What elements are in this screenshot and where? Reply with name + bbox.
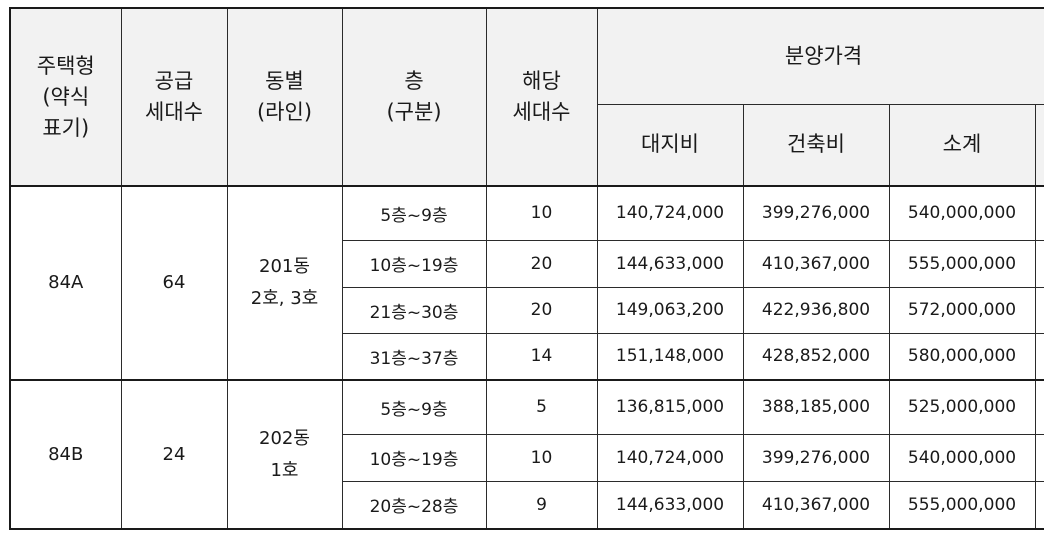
header-cut-column bbox=[1034, 103, 1044, 187]
units-cell: 9 bbox=[485, 480, 598, 530]
units-cell: 20 bbox=[485, 239, 598, 288]
cut-cell bbox=[1034, 332, 1044, 381]
header-supply-units: 공급 세대수 bbox=[120, 7, 228, 187]
units-cell: 20 bbox=[485, 286, 598, 334]
construction-cost-cell: 422,936,800 bbox=[742, 286, 890, 334]
construction-cost-cell: 428,852,000 bbox=[742, 332, 890, 381]
subtotal-cell: 555,000,000 bbox=[888, 239, 1036, 288]
land-cost-cell: 140,724,000 bbox=[596, 433, 744, 482]
header-building-line: 동별 (라인) bbox=[226, 7, 343, 187]
subtotal-cell: 555,000,000 bbox=[888, 480, 1036, 530]
cut-cell bbox=[1034, 239, 1044, 288]
building-cell: 201동 2호, 3호 bbox=[226, 185, 343, 381]
table-row: 20층~28층 9 144,633,000 410,367,000 555,00… bbox=[10, 480, 1044, 530]
units-cell: 10 bbox=[485, 185, 598, 241]
header-subtotal: 소계 bbox=[888, 103, 1036, 187]
cut-cell bbox=[1034, 379, 1044, 435]
land-cost-cell: 151,148,000 bbox=[596, 332, 744, 381]
construction-cost-cell: 410,367,000 bbox=[742, 480, 890, 530]
units-cell: 5 bbox=[485, 379, 598, 435]
price-table-container: 주택형 (약식 표기) 공급 세대수 동별 (라인) 층 (구분) 해당 세대수… bbox=[9, 7, 1044, 531]
subtotal-cell: 525,000,000 bbox=[888, 379, 1036, 435]
table-row: 84B 24 202동 1호 5층~9층 5 136,815,000 388,1… bbox=[9, 379, 1044, 530]
land-cost-cell: 136,815,000 bbox=[596, 379, 744, 435]
header-sale-price: 분양가격 bbox=[596, 7, 1044, 105]
price-table: 주택형 (약식 표기) 공급 세대수 동별 (라인) 층 (구분) 해당 세대수… bbox=[9, 7, 1044, 530]
subtotal-cell: 572,000,000 bbox=[888, 286, 1036, 334]
table-row: 21층~30층 20 149,063,200 422,936,800 572,0… bbox=[10, 286, 1044, 334]
floor-cell: 31층~37층 bbox=[341, 332, 487, 381]
land-cost-cell: 149,063,200 bbox=[596, 286, 744, 334]
floor-cell: 10층~19층 bbox=[341, 433, 487, 482]
floor-cell: 20층~28층 bbox=[341, 480, 487, 530]
construction-cost-cell: 399,276,000 bbox=[742, 185, 890, 241]
construction-cost-cell: 399,276,000 bbox=[742, 433, 890, 482]
construction-cost-cell: 388,185,000 bbox=[742, 379, 890, 435]
table-row: 10층~19층 20 144,633,000 410,367,000 555,0… bbox=[10, 239, 1044, 288]
cut-cell bbox=[1034, 286, 1044, 334]
cut-cell bbox=[1034, 480, 1044, 530]
floor-cell: 5층~9층 bbox=[341, 379, 487, 435]
type-cell: 84A bbox=[9, 185, 122, 381]
floor-cell: 21층~30층 bbox=[341, 286, 487, 334]
subtotal-cell: 580,000,000 bbox=[888, 332, 1036, 381]
supply-cell: 64 bbox=[120, 185, 228, 381]
header-construction-cost: 건축비 bbox=[742, 103, 890, 187]
floor-cell: 10층~19층 bbox=[341, 239, 487, 288]
cut-cell bbox=[1034, 433, 1044, 482]
subtotal-cell: 540,000,000 bbox=[888, 433, 1036, 482]
table-row: 84A 64 201동 2호, 3호 5층~9층 10 140,724,000 … bbox=[9, 185, 1044, 381]
header-floor: 층 (구분) bbox=[341, 7, 487, 187]
table-row: 31층~37층 14 151,148,000 428,852,000 580,0… bbox=[10, 332, 1044, 381]
land-cost-cell: 144,633,000 bbox=[596, 239, 744, 288]
building-cell: 202동 1호 bbox=[226, 379, 343, 530]
header-type: 주택형 (약식 표기) bbox=[9, 7, 122, 187]
land-cost-cell: 140,724,000 bbox=[596, 185, 744, 241]
construction-cost-cell: 410,367,000 bbox=[742, 239, 890, 288]
cut-cell bbox=[1034, 185, 1044, 241]
header-land-cost: 대지비 bbox=[596, 103, 744, 187]
floor-cell: 5층~9층 bbox=[341, 185, 487, 241]
supply-cell: 24 bbox=[120, 379, 228, 530]
table-row: 10층~19층 10 140,724,000 399,276,000 540,0… bbox=[10, 433, 1044, 482]
header-units: 해당 세대수 bbox=[485, 7, 598, 187]
subtotal-cell: 540,000,000 bbox=[888, 185, 1036, 241]
type-cell: 84B bbox=[9, 379, 122, 530]
units-cell: 10 bbox=[485, 433, 598, 482]
land-cost-cell: 144,633,000 bbox=[596, 480, 744, 530]
units-cell: 14 bbox=[485, 332, 598, 381]
